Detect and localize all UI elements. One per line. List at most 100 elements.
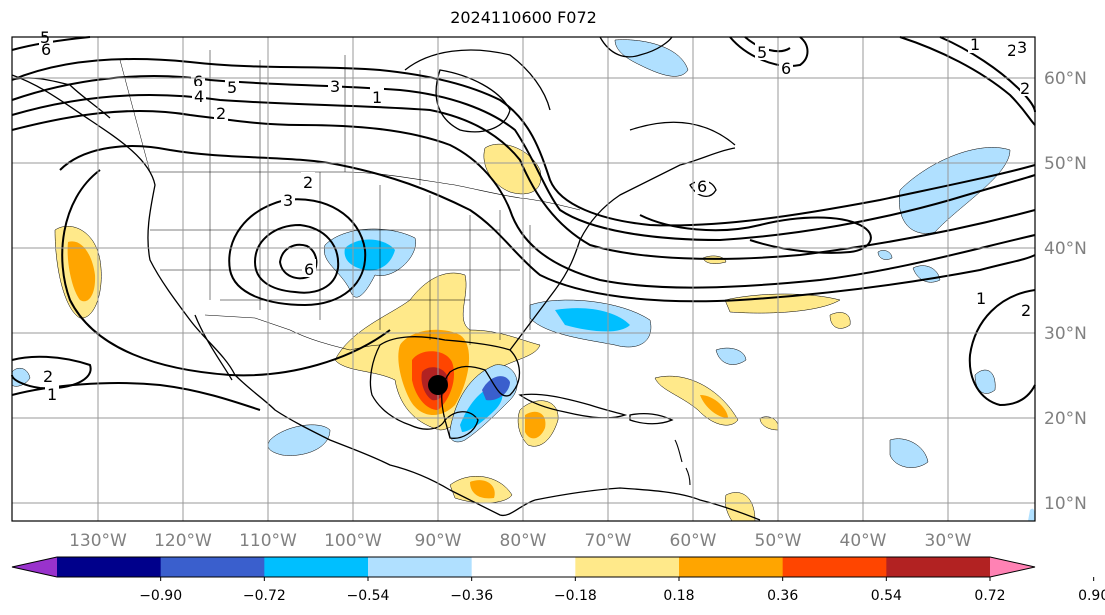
contour-labels: 6 5 6 5 4 2 3 1 2 3 6 1 2 1 5 6 6 2 1 — [37, 28, 1034, 404]
shade-positive-atlantic-south-core — [700, 395, 728, 418]
colorbar-tick-label: −0.72 — [243, 588, 286, 604]
latitude-labels: 60°N 50°N 40°N 30°N 20°N 10°N — [1044, 69, 1087, 514]
contour-label: 3 — [330, 77, 340, 96]
shade-negative-atlantic-se-core — [555, 308, 630, 332]
colorbar-segment — [575, 557, 680, 577]
longitude-tick-label: 40°W — [840, 531, 887, 551]
shade-negative-atlantic-east4 — [889, 438, 929, 468]
contour-label: 1 — [47, 385, 57, 404]
colorbar-tick-label: −0.36 — [450, 588, 493, 604]
coastline-east-us — [509, 147, 736, 351]
colorbar-segment — [886, 557, 991, 577]
chart-title: 2024110600 F072 — [450, 8, 597, 27]
contour-label: 1 — [970, 35, 980, 54]
contour-pacific-low — [11, 355, 92, 390]
longitude-tick-label: 70°W — [585, 531, 632, 551]
coastline-hispaniola — [629, 413, 674, 425]
coastline-cuba-islands — [674, 439, 691, 486]
border-canada-provinces — [119, 50, 421, 185]
contour-trough-outer — [59, 145, 1036, 303]
shade-negative-atlantic-bottomright — [1028, 508, 1035, 521]
longitude-tick-label: 80°W — [500, 531, 547, 551]
contour-atlantic-east-ridge2 — [939, 36, 1036, 113]
longitude-tick-label: 110°W — [239, 531, 297, 551]
coastline-yucatan — [444, 411, 479, 439]
longitude-tick-label: 50°W — [755, 531, 802, 551]
coastline-hudson-bay — [435, 69, 511, 133]
colorbar: −0.90 −0.72 −0.54 −0.36 −0.18 0.18 0.36 0.54 0.7… — [11, 556, 1105, 604]
colorbar-tick-label: −0.90 — [139, 588, 182, 604]
contour-label: 2 — [216, 104, 226, 123]
latitude-tick-label: 30°N — [1044, 324, 1087, 344]
contour-label: 2 — [1020, 79, 1030, 98]
latitude-tick-label: 20°N — [1044, 409, 1087, 429]
contour-label: 6 — [304, 260, 314, 279]
coastline-cuba — [518, 393, 628, 419]
longitude-tick-label: 60°W — [670, 531, 717, 551]
longitude-tick-label: 90°W — [415, 531, 462, 551]
colorbar-extend-min — [12, 557, 57, 577]
colorbar-segment — [264, 557, 369, 577]
border-states — [150, 172, 531, 345]
contour-ridge-4 — [11, 109, 1036, 289]
contour-label: 4 — [194, 87, 204, 106]
shade-negative-plains-core — [344, 239, 395, 271]
contour-atlantic-east-ridge — [899, 36, 1036, 126]
shade-negative-pacific-west — [11, 367, 31, 387]
shade-positive-atlantic-small1 — [829, 312, 851, 329]
contour-label: 3 — [1017, 38, 1027, 57]
contour-label: 2 — [303, 173, 313, 192]
shade-positive-west-core — [67, 241, 96, 302]
colorbar-segment — [368, 557, 473, 577]
colorbar-segment — [57, 557, 162, 577]
coastline-south-america — [534, 487, 761, 521]
colorbar-tick-label: 0.90 — [1078, 588, 1105, 604]
colorbar-outline — [11, 556, 1036, 578]
latitude-tick-label: 60°N — [1044, 69, 1087, 89]
contour-ridge-2 — [11, 75, 1036, 242]
contour-top-right-low2 — [744, 36, 791, 53]
contour-label: 2 — [43, 367, 53, 386]
storm-center-marker — [428, 375, 448, 395]
longitude-tick-label: 30°W — [925, 531, 972, 551]
contour-ridge-1 — [11, 58, 1036, 227]
contour-label: 1 — [372, 88, 382, 107]
contour-low-inner — [253, 223, 340, 294]
contour-label: 2 — [1007, 41, 1017, 60]
contour-label: 6 — [193, 72, 203, 91]
coastline-canada-north — [404, 49, 736, 146]
contour-label: 6 — [41, 40, 51, 59]
coastline-gulf — [369, 336, 521, 430]
contour-low-outer — [228, 198, 367, 307]
shade-negative-hudson — [614, 39, 689, 77]
colorbar-segment — [160, 557, 265, 577]
longitude-tick-label: 120°W — [154, 531, 212, 551]
contour-west-big — [61, 169, 391, 377]
longitude-tick-label: 130°W — [69, 531, 127, 551]
contour-label: 3 — [283, 191, 293, 210]
contour-label: 6 — [697, 177, 707, 196]
contour-label: 5 — [227, 78, 237, 97]
colorbar-segment — [679, 557, 784, 577]
contour-top-right-low — [729, 36, 809, 67]
colorbar-tick-label: 0.72 — [974, 588, 1005, 604]
contour-atlantic-high — [968, 289, 1036, 407]
shaded-anomalies — [11, 39, 1035, 522]
shade-negative-atlantic-east2 — [877, 250, 893, 260]
shade-positive-centralamerica-core — [470, 480, 495, 499]
coastline-greenland — [599, 36, 673, 58]
longitude-labels: 130°W 120°W 110°W 100°W 90°W 80°W 70°W 60°W 50°W… — [69, 531, 972, 551]
contour-low-core — [278, 243, 318, 280]
colorbar-tick-label: 0.18 — [663, 588, 694, 604]
colorbar-tick-label: 0.54 — [871, 588, 902, 604]
colorbar-segment — [782, 557, 887, 577]
longitude-tick-label: 100°W — [324, 531, 382, 551]
border-us-mexico — [204, 314, 381, 351]
latitude-tick-label: 50°N — [1044, 154, 1087, 174]
colorbar-tick-label: −0.54 — [347, 588, 390, 604]
contour-northeast-loop — [639, 214, 872, 254]
contour-label: 2 — [1021, 301, 1031, 320]
latitude-tick-label: 40°N — [1044, 239, 1087, 259]
contour-label: 5 — [757, 43, 767, 62]
